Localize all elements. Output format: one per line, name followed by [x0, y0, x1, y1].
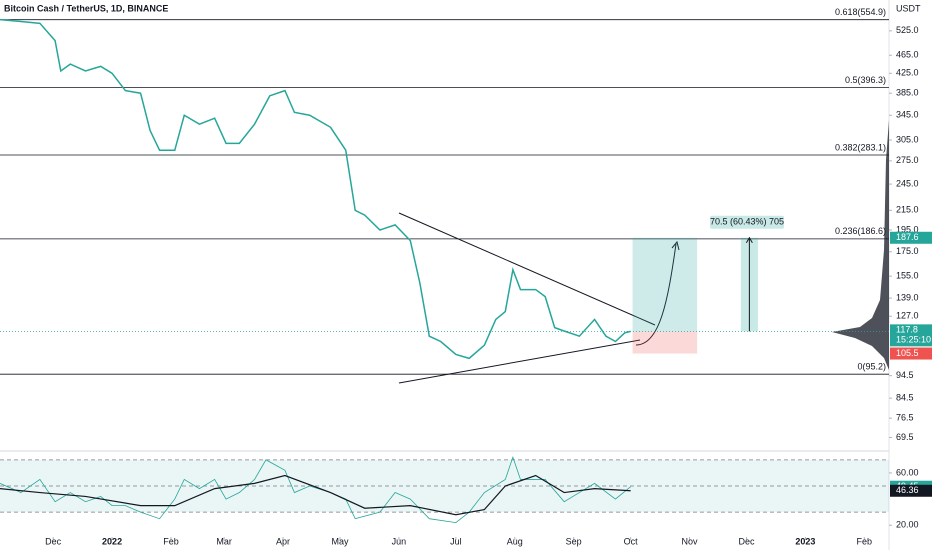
measure-arrowhead — [745, 236, 753, 244]
currency: USDT — [896, 3, 921, 13]
rsi-line — [0, 474, 631, 516]
rsi-value-bg — [890, 484, 932, 497]
trend-line-upper — [398, 212, 656, 326]
y-tick-label: 155.0 — [896, 271, 919, 281]
x-tick-label: Feb — [163, 536, 179, 546]
last-price-bg — [890, 324, 932, 347]
y-tick-label: 76.5 — [896, 413, 914, 423]
x-tick-label: Aug — [507, 536, 523, 546]
position-target — [632, 237, 698, 332]
price-line — [0, 18, 631, 360]
x-tick-label: Apr — [276, 536, 290, 546]
y-tick-label: 385.0 — [896, 88, 919, 98]
x-tick-label: Feb — [857, 536, 873, 546]
x-tick-label: Jul — [450, 536, 462, 546]
y-tick-label: 139.0 — [896, 292, 919, 302]
fib-label: 0(95.2) — [857, 362, 886, 372]
x-tick-label: Sep — [566, 536, 582, 546]
y-tick-label: 345.0 — [896, 110, 919, 120]
x-tick-label: May — [332, 536, 350, 546]
measure-label: 70.5 (60.43%) 705 — [710, 217, 784, 227]
y-tick-label: 94.5 — [896, 370, 914, 380]
x-tick-label: 2022 — [102, 536, 122, 546]
countdown: 15:25:10 — [896, 335, 931, 345]
y-tick-label: 305.0 — [896, 134, 919, 144]
y-tick-label: 525.0 — [896, 25, 919, 35]
price-label-bg — [890, 347, 932, 360]
x-tick-label: 2023 — [795, 536, 815, 546]
fib-label: 0.382(283.1) — [835, 142, 886, 152]
last-price-label: 117.8 — [896, 325, 918, 335]
x-tick-label: Oct — [624, 536, 639, 546]
fib-label: 0.618(554.9) — [835, 7, 886, 17]
x-tick-label: Dec — [45, 536, 62, 546]
y-tick-label: 215.0 — [896, 205, 919, 215]
x-tick-label: Jun — [392, 536, 407, 546]
fib-label: 0.236(186.6) — [835, 226, 886, 236]
rsi-line — [0, 455, 631, 524]
y-tick-label: 245.0 — [896, 178, 919, 188]
position-stop — [632, 331, 698, 354]
rsi-value-label: 46.36 — [896, 485, 919, 495]
y-tick-label: 425.0 — [896, 68, 919, 78]
x-tick-label: Mar — [216, 536, 232, 546]
y-tick-label: 195.0 — [896, 224, 919, 234]
price-label: 105.5 — [896, 348, 919, 358]
price-label: 187.6 — [896, 232, 919, 242]
y-tick-label: 84.5 — [896, 393, 914, 403]
y-tick-label: 275.0 — [896, 155, 919, 165]
chart-title: Bitcoin Cash / TetherUS, 1D, BINANCE — [4, 3, 168, 13]
rsi-y-tick-label: 60.00 — [896, 467, 919, 477]
y-tick-label: 175.0 — [896, 246, 919, 256]
rsi-y-tick-label: 20.00 — [896, 520, 919, 530]
projection-arrowhead — [671, 240, 680, 251]
price-label-bg — [890, 231, 932, 244]
x-tick-label: Dec — [739, 536, 756, 546]
fib-label: 0.5(396.3) — [845, 75, 886, 85]
x-tick-label: Nov — [682, 536, 699, 546]
volume-profile — [832, 120, 889, 370]
y-tick-label: 465.0 — [896, 50, 919, 60]
trend-line-lower — [398, 339, 641, 384]
y-tick-label: 69.5 — [896, 432, 914, 442]
measure-label-bg — [710, 215, 784, 229]
projection-arrow — [635, 243, 677, 346]
y-tick-label: 127.0 — [896, 311, 919, 321]
